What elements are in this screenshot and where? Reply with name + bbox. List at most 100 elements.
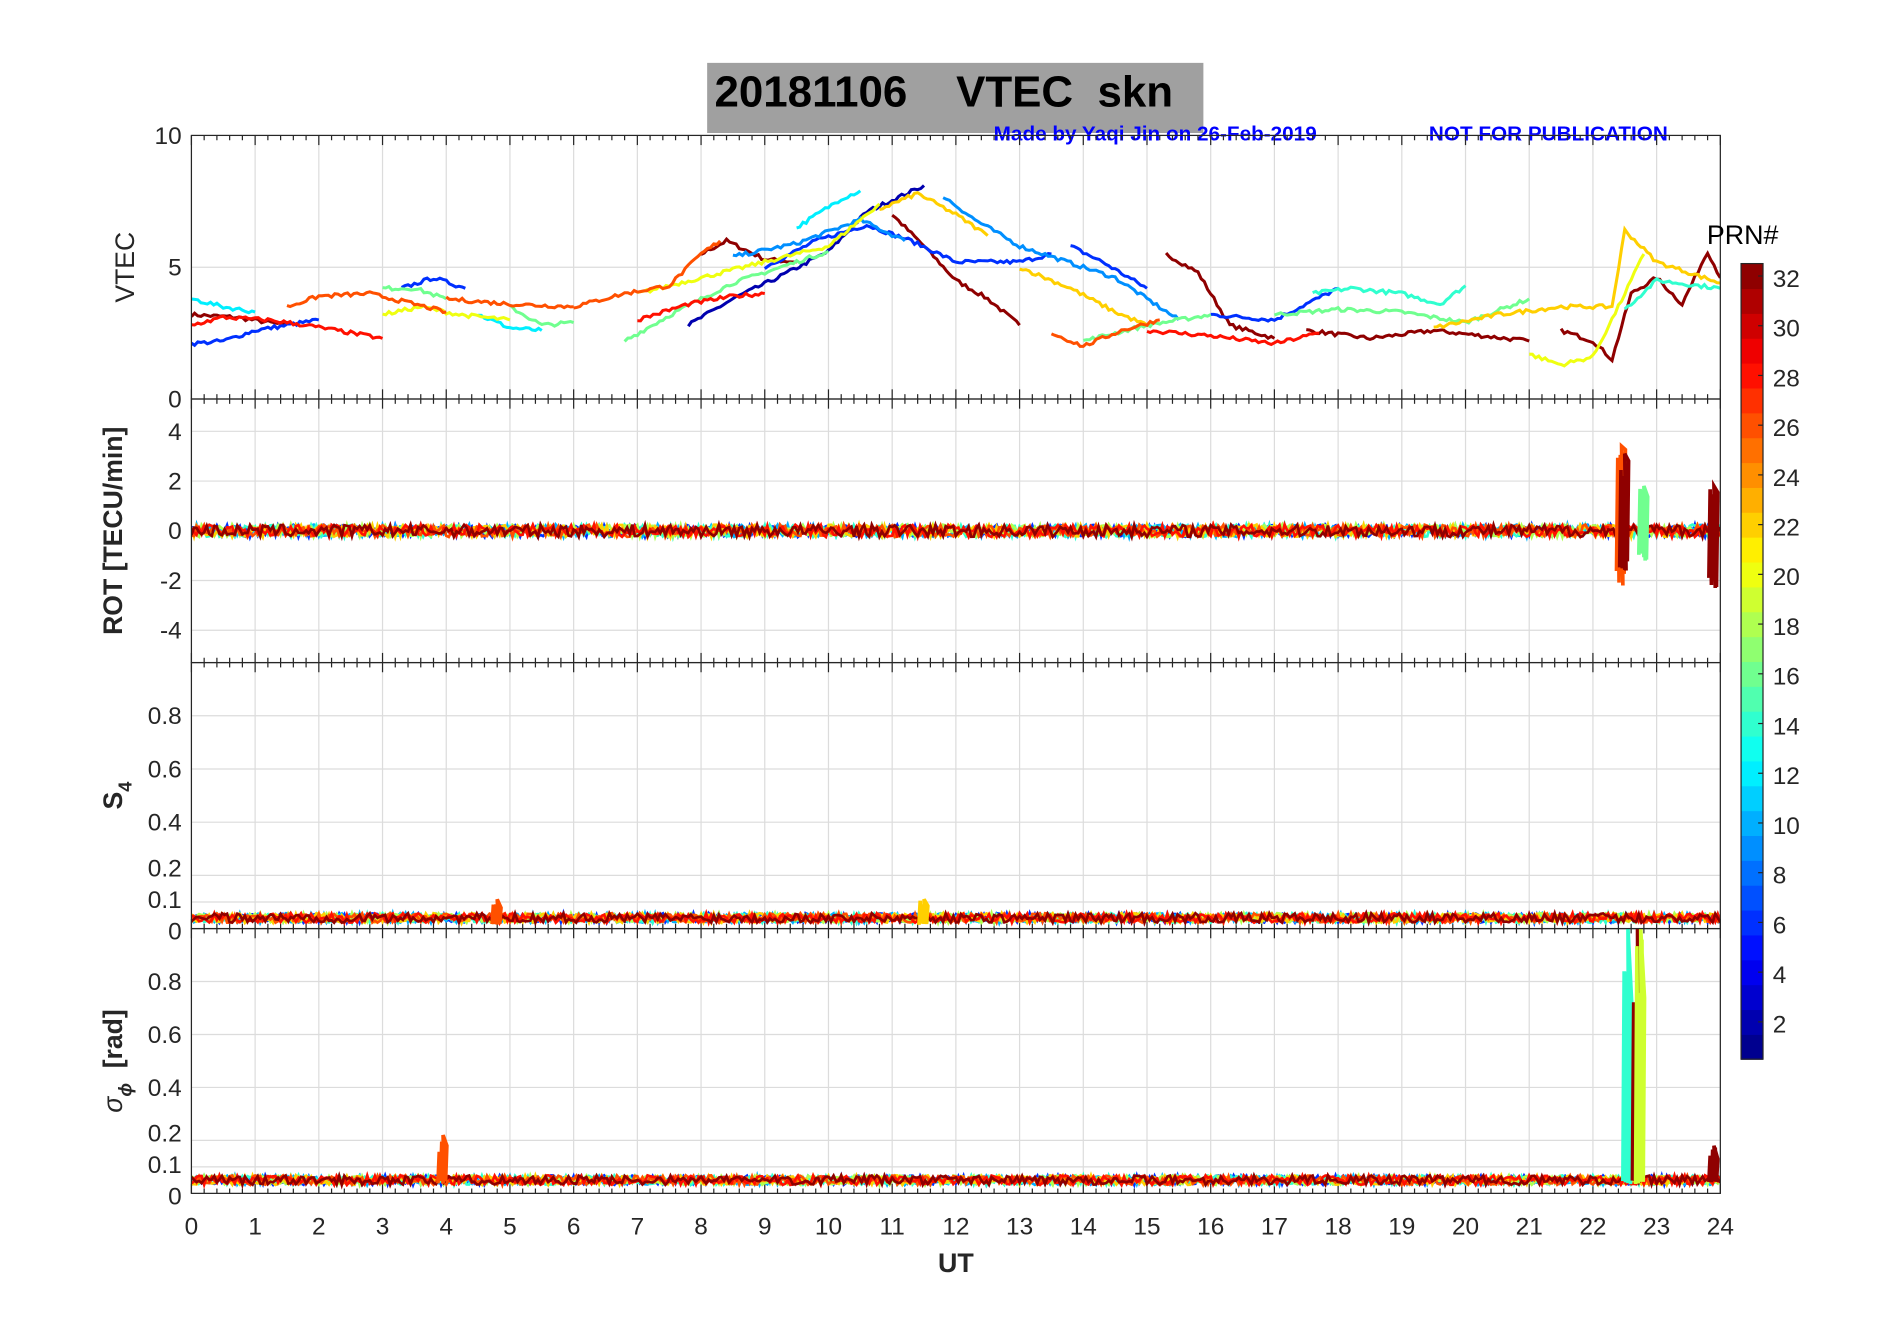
colorbar-label: PRN# xyxy=(1707,220,1779,250)
vtec-line-prn-28 xyxy=(191,314,384,340)
sigma_phi-spike-prn-32 xyxy=(1707,1145,1720,1183)
x-tick-label: 3 xyxy=(376,1214,390,1241)
vtec-line-prn-6 xyxy=(1070,244,1148,290)
sigma_phi-spike-prn-14 xyxy=(1621,928,1634,1185)
colorbar-swatch xyxy=(1741,760,1764,787)
y-axis-label-rot: ROT [TECU/min] xyxy=(98,427,128,635)
colorbar-tick-label: 32 xyxy=(1773,266,1800,293)
rot-spike-prn-32 xyxy=(1617,452,1631,571)
x-tick-label: 2 xyxy=(312,1214,326,1241)
colorbar-swatch xyxy=(1741,313,1764,339)
colorbar-swatch xyxy=(1741,363,1764,389)
x-tick-label: 20 xyxy=(1452,1214,1479,1241)
colorbar-swatch xyxy=(1741,1009,1764,1035)
series-group xyxy=(191,442,1721,589)
y-tick-label: 0.6 xyxy=(148,1022,182,1049)
colorbar-swatch xyxy=(1741,860,1764,886)
series-group xyxy=(191,928,1721,1190)
colorbar-swatch xyxy=(1741,711,1764,737)
x-tick-label: 19 xyxy=(1388,1214,1415,1241)
colorbar-tick-label: 26 xyxy=(1773,415,1800,442)
colorbar-swatch xyxy=(1741,909,1764,936)
colorbar-tick-label: 8 xyxy=(1773,863,1787,890)
colorbar-swatch xyxy=(1741,1034,1764,1060)
vtec-line-prn-12 xyxy=(796,189,862,230)
colorbar-swatch xyxy=(1741,561,1764,588)
series-group xyxy=(191,184,1721,368)
x-tick-label: 9 xyxy=(758,1214,772,1241)
vtec-line-prn-26 xyxy=(1050,318,1160,348)
x-tick-label: 6 xyxy=(567,1214,581,1241)
title-box xyxy=(707,62,1204,133)
colorbar-swatch xyxy=(1741,437,1764,464)
y-tick-label: 0.2 xyxy=(148,856,182,883)
colorbar-swatch xyxy=(1741,785,1764,812)
x-tick-label: 18 xyxy=(1325,1214,1352,1241)
sigma_phi-spike-prn-26 xyxy=(436,1134,449,1184)
colorbar-tick-label: 22 xyxy=(1773,515,1800,542)
panel-sigma_phi: 0 0.1 0.2 0.4 0.6 0.8 σϕ [rad] xyxy=(98,927,1721,1210)
colorbar-swatch xyxy=(1741,835,1764,861)
vtec-line-prn-12 xyxy=(478,313,543,333)
s4-spike-prn-22 xyxy=(917,898,930,925)
y-tick-label: 0 xyxy=(168,387,182,414)
colorbar-swatch xyxy=(1741,412,1764,439)
colorbar-tick-label: 16 xyxy=(1773,664,1800,691)
vtec-line-prn-32 xyxy=(1559,250,1721,364)
credit-text: Made by Yaqi Jin on 26-Feb-2019 xyxy=(994,122,1317,145)
colorbar-swatch xyxy=(1741,984,1764,1011)
vtec-line-prn-22 xyxy=(1433,225,1721,330)
colorbar-tick-label: 28 xyxy=(1773,365,1800,392)
vtec-line-prn-32 xyxy=(1164,252,1276,341)
vtec-line-prn-6 xyxy=(400,276,466,290)
x-tick-label: 21 xyxy=(1516,1214,1543,1241)
vtec-line-prn-26 xyxy=(286,290,447,315)
colorbar-swatch xyxy=(1741,512,1764,538)
colorbar-swatch xyxy=(1741,586,1764,613)
x-tick-label: 15 xyxy=(1133,1214,1160,1241)
series-group xyxy=(191,898,1721,928)
vtec-line-prn-14 xyxy=(1312,284,1467,307)
vtec-line-prn-12 xyxy=(191,297,256,315)
colorbar-swatch xyxy=(1741,934,1764,961)
y-tick-label: -4 xyxy=(160,618,182,645)
colorbar-swatch xyxy=(1741,537,1764,563)
vtec-line-prn-16 xyxy=(382,284,448,301)
y-tick-label: 0.4 xyxy=(148,1075,182,1102)
vtec-line-prn-20 xyxy=(1529,253,1646,368)
vtec-line-prn-16 xyxy=(623,249,830,343)
sigma_phi-spike-prn-19 xyxy=(1633,928,1647,1185)
panel-vtec: 0 5 10 VTEC xyxy=(110,123,1721,414)
colorbar-tick-label: 12 xyxy=(1773,763,1800,790)
colorbar-swatch xyxy=(1741,611,1764,638)
colorbar-swatch xyxy=(1741,387,1764,414)
x-tick-label: 10 xyxy=(815,1214,842,1241)
y-tick-label: -2 xyxy=(160,568,182,595)
x-tick-label: 24 xyxy=(1707,1214,1734,1241)
y-tick-label: 0.2 xyxy=(148,1121,182,1148)
s4-line-prn-32 xyxy=(191,908,1721,928)
x-tick-label: 16 xyxy=(1197,1214,1224,1241)
x-tick-label: 5 xyxy=(503,1214,517,1241)
y-tick-label: 0.1 xyxy=(148,1152,182,1179)
y-tick-label: 0 xyxy=(168,919,182,946)
colorbar-tick-label: 14 xyxy=(1773,713,1800,740)
panel-rot: -4 -2 0 2 4 ROT [TECU/min] xyxy=(98,398,1721,664)
y-tick-label: 0 xyxy=(168,518,182,545)
colorbar-tick-label: 2 xyxy=(1773,1012,1787,1039)
colorbar-swatch xyxy=(1741,735,1764,762)
colorbar-swatch xyxy=(1741,885,1764,911)
rot-line-prn-32 xyxy=(191,519,1721,542)
vtec-line-prn-32 xyxy=(891,213,1021,327)
colorbar-tick-label: 6 xyxy=(1773,912,1787,939)
x-tick-label: 8 xyxy=(694,1214,708,1241)
vtec-line-prn-26 xyxy=(445,295,574,310)
y-tick-label: 0.1 xyxy=(148,887,182,914)
x-tick-label: 4 xyxy=(439,1214,453,1241)
colorbar-tick-label: 18 xyxy=(1773,614,1800,641)
colorbar-tick-label: 10 xyxy=(1773,813,1800,840)
y-axis-label-vtec: VTEC xyxy=(110,232,140,303)
colorbar-tick-label: 24 xyxy=(1773,465,1800,492)
